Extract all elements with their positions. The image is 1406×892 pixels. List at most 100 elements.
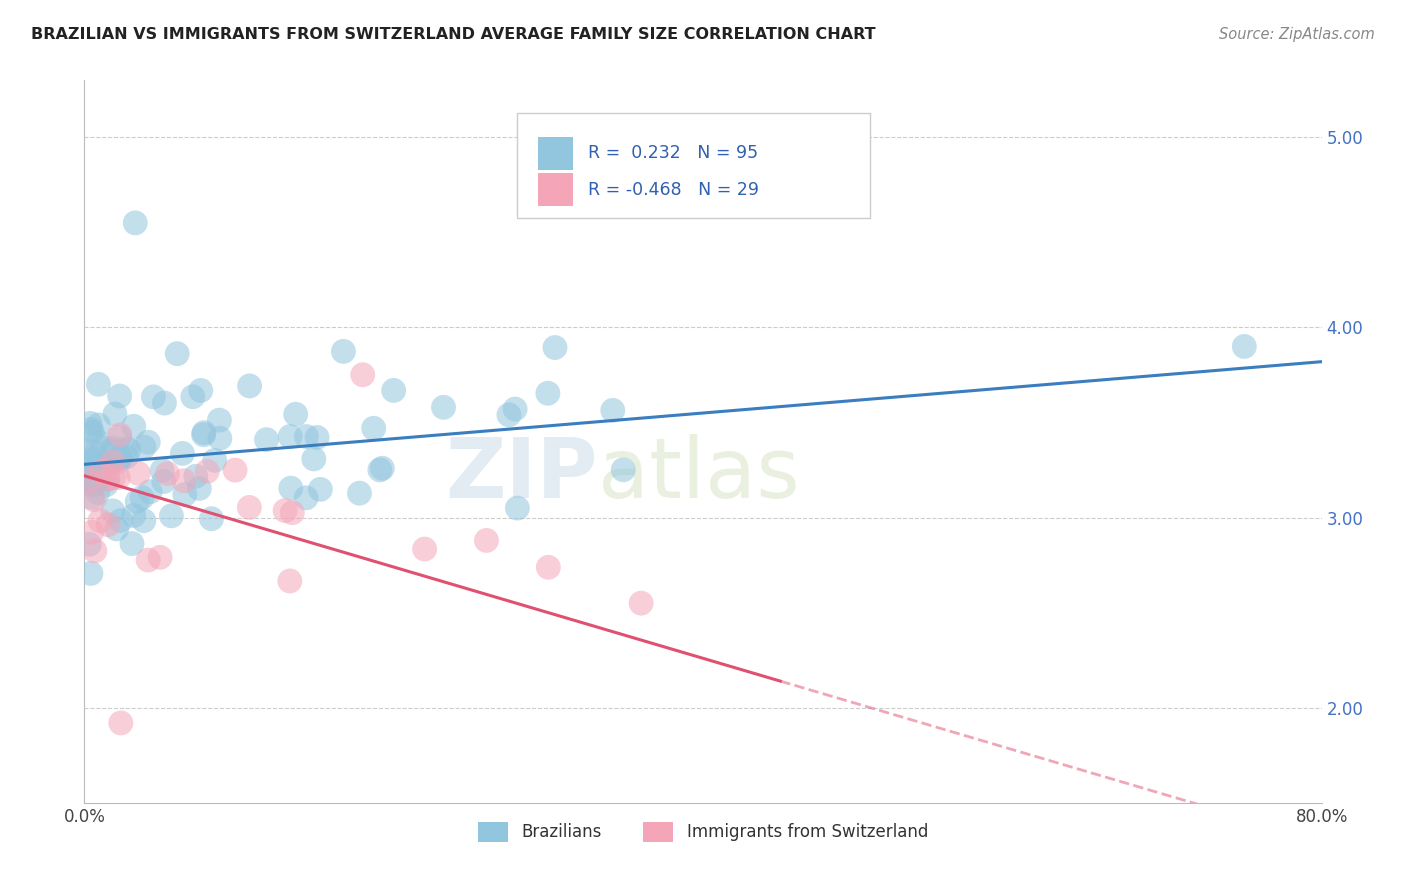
Point [1233, 339, 1256, 353]
Point [96, 473, 118, 487]
Point [156, 467, 179, 481]
FancyBboxPatch shape [538, 173, 574, 206]
Point [90, 464, 112, 478]
Point [307, 430, 329, 444]
Point [193, 427, 215, 442]
Point [77, 450, 100, 464]
Point [280, 481, 302, 495]
Point [195, 464, 218, 478]
Point [544, 341, 567, 355]
Point [96, 458, 118, 473]
Point [79, 537, 101, 551]
Point [77, 453, 100, 467]
Point [77, 466, 100, 480]
Point [80, 422, 103, 436]
Point [278, 429, 301, 443]
Point [284, 407, 307, 421]
Point [149, 550, 172, 565]
Point [127, 494, 149, 508]
Point [602, 403, 624, 417]
Point [105, 522, 128, 536]
Point [87, 417, 110, 432]
Point [87, 377, 110, 392]
Point [108, 389, 131, 403]
Text: BRAZILIAN VS IMMIGRANTS FROM SWITZERLAND AVERAGE FAMILY SIZE CORRELATION CHART: BRAZILIAN VS IMMIGRANTS FROM SWITZERLAND… [31, 27, 876, 42]
Point [368, 463, 391, 477]
Point [87, 458, 110, 472]
Point [108, 450, 131, 465]
Point [256, 433, 278, 447]
Point [77, 454, 100, 468]
Point [188, 482, 211, 496]
Point [295, 429, 318, 443]
Point [506, 501, 529, 516]
Point [122, 419, 145, 434]
Point [278, 574, 301, 588]
Point [239, 379, 262, 393]
Point [103, 470, 125, 484]
Text: ZIP: ZIP [446, 434, 598, 515]
Point [172, 446, 194, 460]
Point [118, 442, 141, 457]
Point [281, 506, 304, 520]
Point [238, 500, 260, 515]
Point [97, 472, 120, 486]
Point [97, 517, 120, 532]
Point [101, 504, 124, 518]
Point [77, 474, 100, 488]
Point [413, 541, 436, 556]
Point [80, 525, 103, 540]
Point [89, 514, 111, 528]
Point [80, 566, 103, 581]
Point [630, 596, 652, 610]
Point [91, 441, 114, 455]
Point [150, 463, 173, 477]
Point [110, 514, 132, 528]
Point [124, 216, 146, 230]
Point [127, 467, 149, 481]
Point [100, 456, 122, 470]
Point [82, 444, 104, 458]
Point [224, 463, 246, 477]
Point [208, 413, 231, 427]
Point [115, 450, 138, 464]
Point [132, 440, 155, 454]
Point [101, 444, 124, 458]
Point [309, 483, 332, 497]
Point [108, 430, 131, 444]
FancyBboxPatch shape [538, 137, 574, 169]
Text: Source: ZipAtlas.com: Source: ZipAtlas.com [1219, 27, 1375, 42]
Point [193, 425, 215, 440]
Point [363, 421, 385, 435]
Point [107, 470, 129, 484]
Point [82, 425, 104, 440]
Point [110, 450, 132, 465]
Point [139, 484, 162, 499]
Point [82, 477, 104, 491]
Point [91, 469, 114, 483]
Point [121, 536, 143, 550]
Point [77, 471, 100, 485]
Point [204, 453, 226, 467]
Point [160, 508, 183, 523]
Point [181, 390, 204, 404]
Point [302, 451, 325, 466]
Point [83, 492, 105, 507]
Point [79, 417, 101, 431]
Point [153, 396, 176, 410]
Point [104, 407, 127, 421]
Point [80, 475, 103, 489]
Point [142, 390, 165, 404]
Point [503, 402, 526, 417]
Point [131, 491, 153, 505]
Point [152, 475, 174, 489]
Point [83, 478, 105, 492]
Point [108, 427, 131, 442]
Point [371, 461, 394, 475]
Point [82, 491, 104, 505]
Point [332, 344, 354, 359]
Text: atlas: atlas [598, 434, 800, 515]
Point [475, 533, 498, 548]
Legend: Brazilians, Immigrants from Switzerland: Brazilians, Immigrants from Switzerland [471, 815, 935, 848]
Point [83, 544, 105, 558]
